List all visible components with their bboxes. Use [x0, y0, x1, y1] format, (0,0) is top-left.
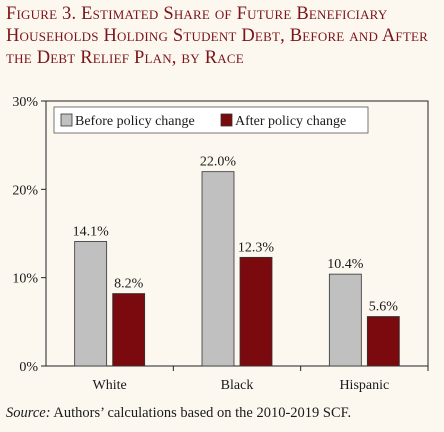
x-axis: White Black Hispanic — [93, 366, 429, 393]
legend-label-1: After policy change — [235, 114, 346, 129]
y-tick-label: 10% — [12, 272, 38, 287]
data-label-1-2: 5.6% — [369, 300, 399, 315]
source-note: Source: Authors’ calculations based on t… — [6, 405, 351, 422]
bar-0-0 — [74, 241, 108, 367]
data-labels: 14.1% 8.2% 22.0% 12.3% 10.4% 5.6% — [73, 155, 399, 315]
data-label-1-1: 12.3% — [238, 240, 275, 255]
x-category-label: Hispanic — [339, 378, 389, 393]
x-category-label: White — [93, 378, 127, 393]
plot-frame — [45, 100, 429, 367]
bar-1-2 — [366, 316, 400, 367]
legend-swatch-0 — [60, 113, 73, 127]
data-label-0-2: 10.4% — [327, 257, 364, 272]
legend: Before policy change After policy change — [53, 106, 369, 134]
legend-swatch-1 — [220, 113, 233, 127]
bar-0-2 — [328, 273, 362, 367]
data-label-1-0: 8.2% — [114, 277, 144, 292]
y-tick-label: 20% — [12, 183, 38, 198]
data-label-0-0: 14.1% — [73, 224, 110, 239]
source-text: Authors’ calculations based on the 2010-… — [50, 405, 352, 421]
y-tick-label: 30% — [12, 95, 38, 110]
bars — [74, 171, 400, 367]
figure-title: Figure 3. Estimated Share of Future Bene… — [6, 4, 428, 68]
y-axis: 0% 10% 20% 30% — [12, 95, 46, 375]
y-tick-label: 0% — [19, 360, 38, 375]
plot-border — [45, 100, 429, 367]
data-label-0-1: 22.0% — [200, 155, 237, 170]
bar-1-0 — [112, 293, 146, 367]
legend-box — [53, 106, 369, 134]
x-category-label: Black — [221, 378, 254, 393]
bar-1-1 — [239, 256, 273, 367]
legend-label-0: Before policy change — [75, 114, 195, 129]
source-label: Source: — [6, 405, 51, 421]
bar-0-1 — [201, 171, 235, 367]
